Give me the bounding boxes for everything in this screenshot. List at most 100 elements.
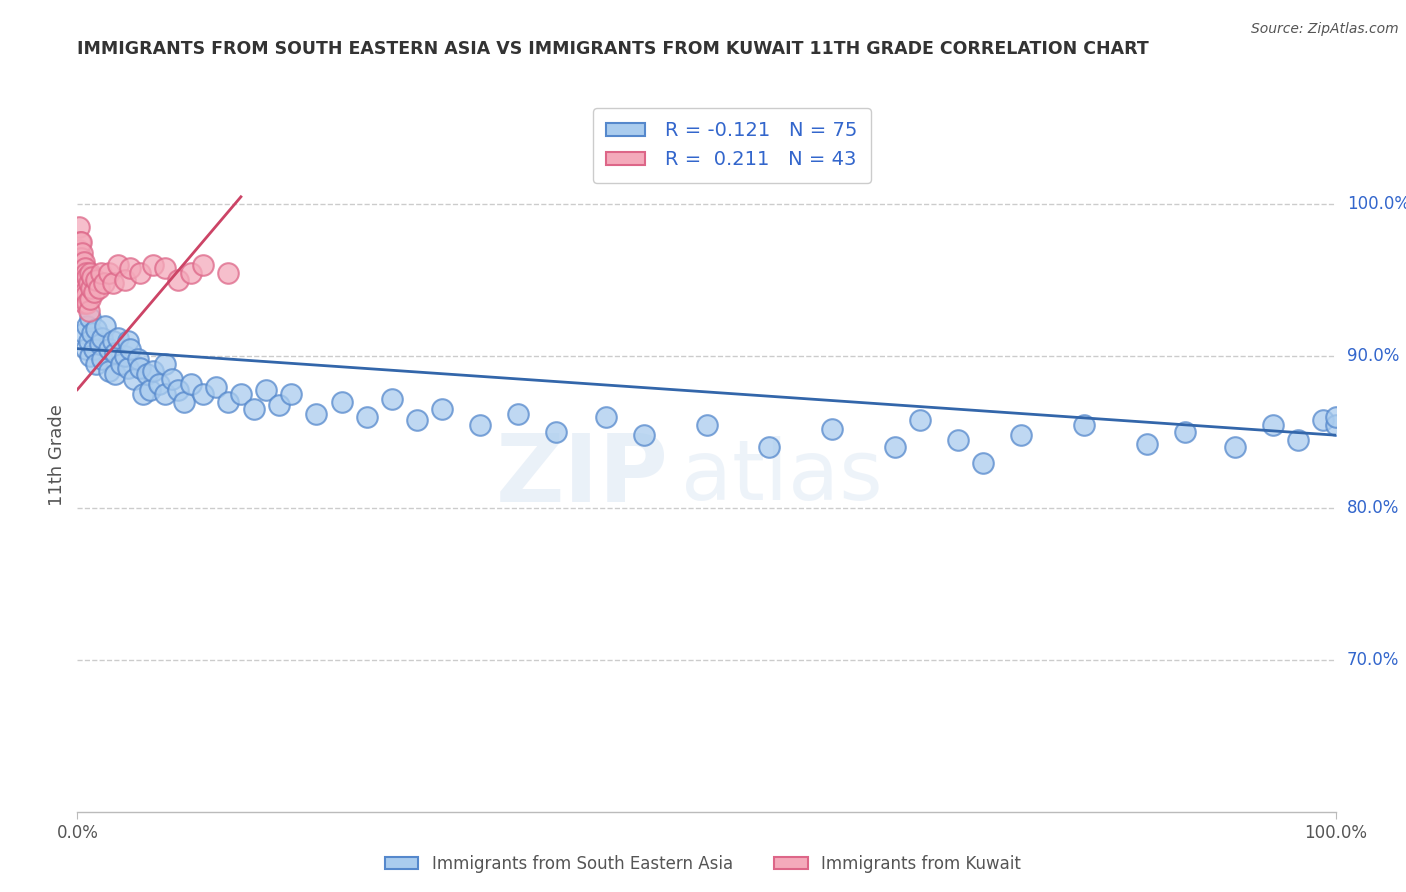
Point	[229, 387, 252, 401]
Point	[77, 334, 100, 348]
Point	[432, 402, 454, 417]
Point	[97, 266, 120, 280]
Point	[139, 383, 162, 397]
Point	[280, 387, 302, 401]
Point	[305, 407, 328, 421]
Point	[75, 288, 97, 302]
Point	[72, 326, 94, 341]
Point	[129, 361, 152, 376]
Point	[356, 409, 378, 424]
Point	[948, 433, 970, 447]
Point	[167, 273, 190, 287]
Point	[129, 266, 152, 280]
Point	[77, 303, 100, 318]
Point	[135, 368, 157, 382]
Point	[180, 266, 202, 280]
Text: 80.0%: 80.0%	[1347, 499, 1399, 517]
Point	[69, 258, 91, 272]
Legend: Immigrants from South Eastern Asia, Immigrants from Kuwait: Immigrants from South Eastern Asia, Immi…	[378, 848, 1028, 880]
Point	[107, 258, 129, 272]
Point	[89, 337, 111, 351]
Point	[160, 372, 183, 386]
Point	[910, 413, 932, 427]
Point	[82, 326, 104, 341]
Point	[67, 243, 90, 257]
Point	[204, 379, 226, 393]
Point	[110, 357, 132, 371]
Point	[1174, 425, 1197, 439]
Point	[69, 281, 91, 295]
Point	[72, 296, 94, 310]
Point	[87, 281, 110, 295]
Point	[468, 417, 491, 432]
Point	[79, 349, 101, 363]
Point	[267, 398, 290, 412]
Point	[254, 383, 277, 397]
Point	[84, 273, 107, 287]
Point	[1312, 413, 1334, 427]
Point	[70, 235, 93, 250]
Point	[90, 266, 112, 280]
Point	[114, 273, 136, 287]
Point	[84, 322, 107, 336]
Point	[821, 422, 844, 436]
Point	[91, 352, 114, 367]
Point	[217, 394, 239, 409]
Point	[173, 394, 195, 409]
Point	[191, 258, 215, 272]
Legend: R = -0.121   N = 75, R =  0.211   N = 43: R = -0.121 N = 75, R = 0.211 N = 43	[593, 108, 870, 183]
Point	[93, 277, 115, 291]
Text: atlas: atlas	[682, 436, 883, 516]
Point	[72, 246, 94, 260]
Point	[1010, 428, 1032, 442]
Point	[79, 292, 101, 306]
Point	[73, 285, 96, 300]
Point	[77, 277, 100, 291]
Point	[506, 407, 529, 421]
Point	[242, 402, 264, 417]
Point	[758, 440, 780, 454]
Text: Source: ZipAtlas.com: Source: ZipAtlas.com	[1251, 22, 1399, 37]
Point	[1136, 437, 1159, 451]
Point	[72, 255, 94, 269]
Point	[1261, 417, 1284, 432]
Point	[132, 387, 155, 401]
Point	[91, 331, 114, 345]
Point	[72, 277, 94, 291]
Point	[1324, 417, 1347, 432]
Point	[142, 258, 165, 272]
Point	[127, 352, 149, 367]
Point	[633, 428, 655, 442]
Point	[406, 413, 429, 427]
Point	[217, 266, 239, 280]
Text: 90.0%: 90.0%	[1347, 347, 1399, 365]
Point	[72, 288, 94, 302]
Point	[120, 342, 142, 356]
Point	[972, 456, 994, 470]
Point	[1286, 433, 1309, 447]
Point	[180, 376, 202, 391]
Point	[122, 372, 145, 386]
Point	[70, 273, 93, 287]
Point	[381, 392, 404, 406]
Point	[75, 266, 97, 280]
Point	[76, 296, 98, 310]
Point	[70, 251, 93, 265]
Point	[1324, 409, 1347, 424]
Point	[104, 346, 127, 360]
Point	[1223, 440, 1246, 454]
Point	[884, 440, 907, 454]
Point	[72, 266, 94, 280]
Point	[117, 361, 139, 376]
Point	[330, 394, 353, 409]
Point	[155, 357, 177, 371]
Point	[117, 334, 139, 348]
Point	[167, 383, 190, 397]
Point	[97, 364, 120, 378]
Point	[101, 334, 124, 348]
Point	[73, 261, 96, 276]
Text: 100.0%: 100.0%	[1347, 195, 1406, 213]
Point	[120, 261, 142, 276]
Point	[76, 318, 98, 333]
Point	[69, 235, 91, 250]
